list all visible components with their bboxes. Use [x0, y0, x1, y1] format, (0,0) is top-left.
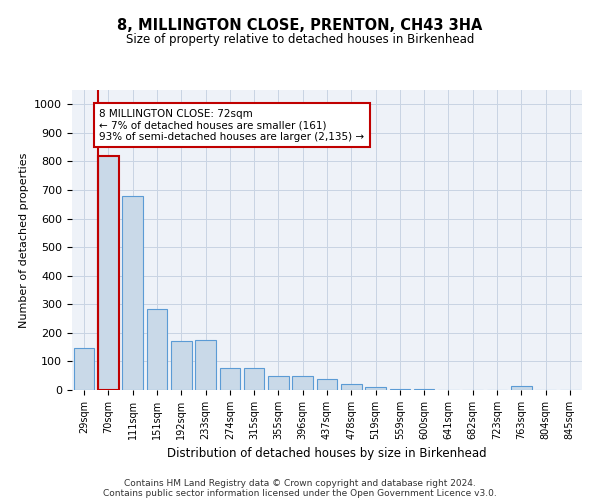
Text: Contains HM Land Registry data © Crown copyright and database right 2024.: Contains HM Land Registry data © Crown c…: [124, 478, 476, 488]
Text: Size of property relative to detached houses in Birkenhead: Size of property relative to detached ho…: [126, 32, 474, 46]
Text: 8 MILLINGTON CLOSE: 72sqm
← 7% of detached houses are smaller (161)
93% of semi-: 8 MILLINGTON CLOSE: 72sqm ← 7% of detach…: [99, 108, 364, 142]
Bar: [74, 348, 94, 390]
Bar: [171, 340, 191, 390]
Bar: [414, 388, 434, 390]
Bar: [268, 376, 289, 390]
Bar: [389, 388, 410, 390]
Bar: [511, 386, 532, 390]
Bar: [317, 378, 337, 390]
Bar: [220, 368, 240, 390]
Bar: [244, 368, 265, 390]
Bar: [292, 376, 313, 390]
Bar: [195, 340, 216, 390]
Bar: [341, 384, 362, 390]
Text: 8, MILLINGTON CLOSE, PRENTON, CH43 3HA: 8, MILLINGTON CLOSE, PRENTON, CH43 3HA: [118, 18, 482, 32]
Text: Contains public sector information licensed under the Open Government Licence v3: Contains public sector information licen…: [103, 488, 497, 498]
X-axis label: Distribution of detached houses by size in Birkenhead: Distribution of detached houses by size …: [167, 448, 487, 460]
Bar: [98, 156, 119, 390]
Y-axis label: Number of detached properties: Number of detached properties: [19, 152, 29, 328]
Bar: [365, 386, 386, 390]
Bar: [146, 310, 167, 390]
Bar: [122, 196, 143, 390]
